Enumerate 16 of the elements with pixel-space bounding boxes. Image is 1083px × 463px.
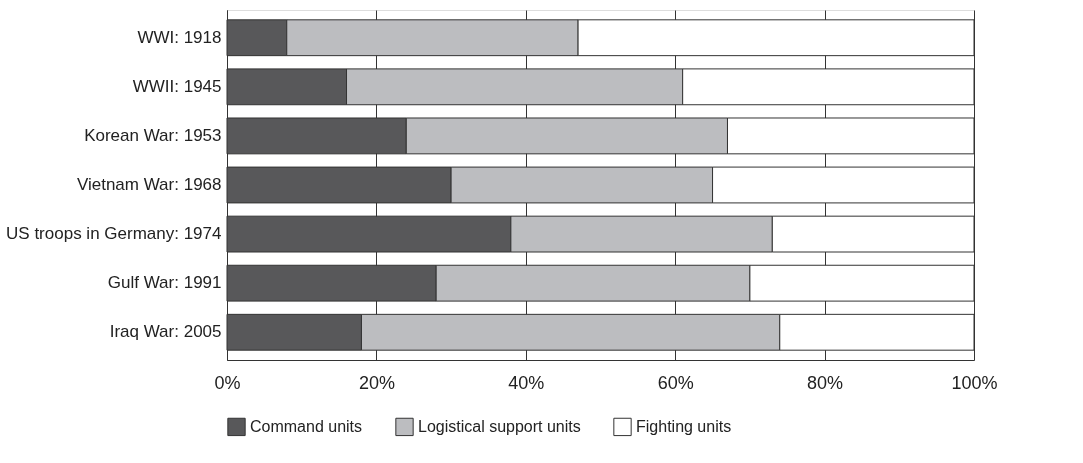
x-tick-label: 60% (657, 372, 694, 393)
x-tick-label: 0% (214, 372, 241, 393)
legend-label: Fighting units (636, 417, 732, 435)
legend-label: Command units (250, 417, 363, 435)
y-tick-label: WWI: 1918 (137, 27, 222, 47)
y-tick-label: Gulf War: 1991 (107, 273, 222, 293)
y-tick-label: Vietnam War: 1968 (76, 175, 222, 194)
y-tick-label: Korean War: 1953 (84, 125, 222, 145)
x-tick-label: 100% (951, 372, 998, 393)
x-tick-label: 20% (358, 372, 395, 393)
y-tick-label: US troops in Germany: 1974 (6, 224, 222, 244)
x-tick-label: 80% (807, 372, 844, 393)
y-tick-label: WWII: 1945 (132, 76, 222, 96)
y-tick-label: Iraq War: 2005 (109, 322, 222, 342)
legend-label: Logistical support units (418, 417, 581, 435)
x-tick-label: 40% (508, 372, 545, 393)
